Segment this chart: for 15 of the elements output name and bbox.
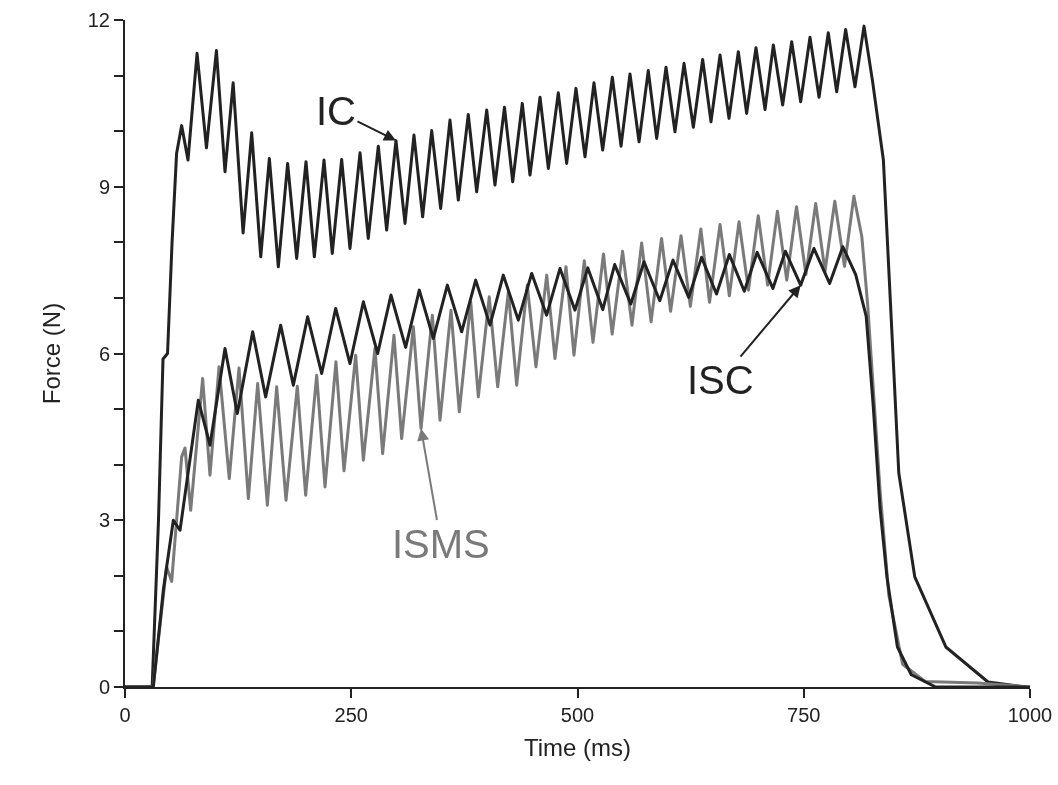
x-tick-label: 250	[334, 704, 368, 726]
y-tick-label: 6	[98, 342, 110, 365]
y-tick-label: 12	[87, 9, 110, 31]
x-tick-label: 750	[787, 704, 821, 726]
y-tick-label: 3	[98, 509, 110, 532]
annotation: ISC	[687, 358, 754, 402]
y-tick-label: 0	[98, 676, 110, 698]
y-axis-title: Force (N)	[38, 302, 66, 405]
x-tick-label: 1000	[1007, 704, 1053, 726]
x-axis-title: Time (ms)	[523, 733, 632, 761]
annotation: ISMS	[392, 522, 490, 566]
x-tick-label: 500	[560, 704, 595, 726]
annotation: IC	[316, 89, 356, 133]
x-tick-label: 0	[119, 704, 131, 726]
y-tick-label: 9	[98, 175, 110, 198]
